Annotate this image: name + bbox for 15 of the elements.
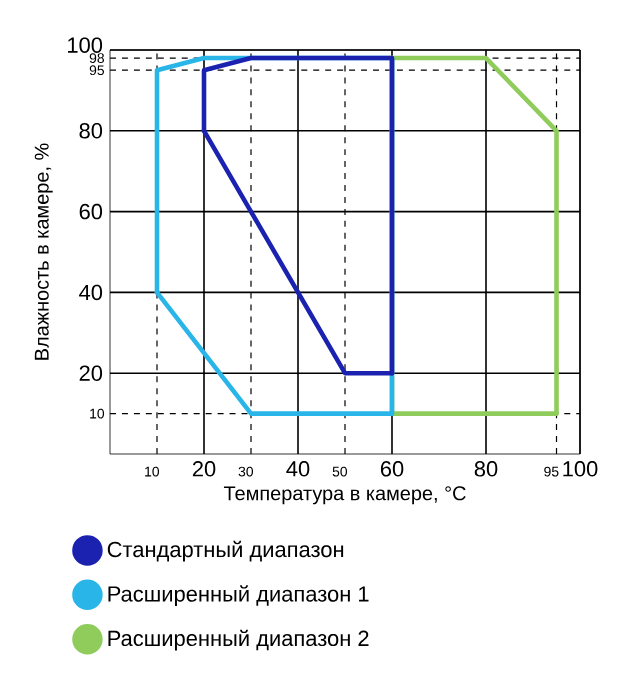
y-axis-title: Влажность в камере, % — [34, 143, 53, 360]
y-tick-label: 80 — [79, 123, 103, 139]
x-tick-label: 20 — [192, 461, 216, 477]
x-tick-label: 100 — [563, 461, 598, 477]
x-tick-label: 40 — [286, 461, 310, 477]
y-tick-label: 60 — [79, 203, 103, 220]
legend-label: Стандартный диапазон — [107, 540, 344, 562]
x-axis-title: Температура в камере, °C — [223, 486, 466, 505]
x-tick-label: 60 — [380, 461, 404, 477]
y-tick-label: 100 — [68, 37, 103, 53]
x-tick-label: 80 — [474, 461, 498, 477]
y-tick-label: 20 — [79, 365, 103, 381]
y-tick-label: 40 — [79, 284, 103, 301]
legend-label: Расширенный диапазон 2 — [108, 629, 369, 651]
legend-label: Расширенный диапазон 1 — [108, 585, 369, 606]
